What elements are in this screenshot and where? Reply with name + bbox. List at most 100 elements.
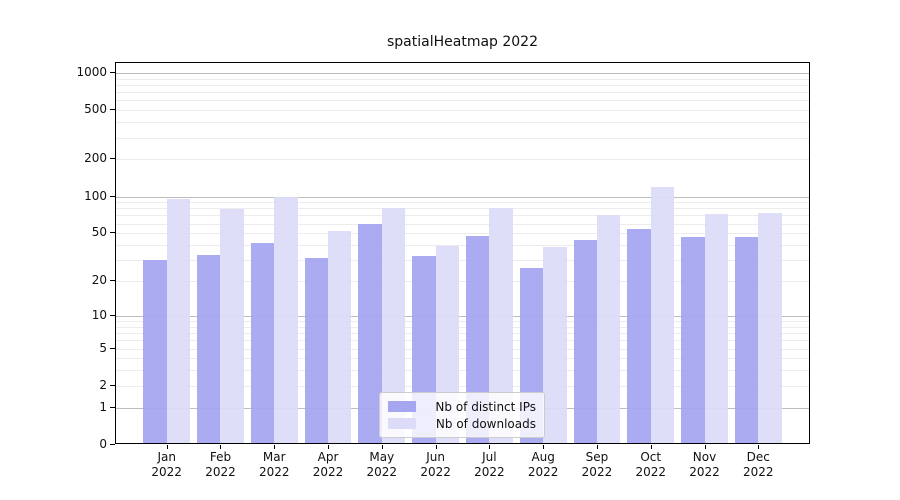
y-tick-label: 1000 bbox=[76, 65, 107, 79]
x-tick-label: Sep 2022 bbox=[581, 450, 613, 479]
x-tick-label: Jan 2022 bbox=[151, 450, 182, 479]
bar-distinct-ips-mar bbox=[250, 243, 275, 443]
bar-distinct-ips-nov bbox=[681, 236, 705, 443]
y-tick-mark bbox=[110, 406, 115, 408]
x-tick-label: Feb 2022 bbox=[205, 450, 236, 479]
minor-gridline bbox=[116, 85, 809, 86]
y-tick-label: 2 bbox=[99, 377, 107, 392]
bar-distinct-ips-sep bbox=[573, 240, 597, 443]
bar-distinct-ips-apr bbox=[304, 258, 329, 443]
x-tick-mark bbox=[650, 445, 652, 449]
bar-downloads-nov bbox=[704, 214, 728, 443]
y-tick-mark bbox=[110, 314, 115, 316]
y-tick-label: 1 bbox=[99, 399, 107, 414]
minor-gridline bbox=[116, 370, 809, 372]
x-tick-mark bbox=[704, 445, 706, 449]
legend-swatch-downloads-icon bbox=[388, 418, 416, 429]
y-tick-mark bbox=[110, 72, 115, 73]
x-tick-label: May 2022 bbox=[366, 450, 398, 479]
minor-gridline bbox=[116, 215, 809, 217]
major-gridline bbox=[116, 196, 809, 198]
x-tick-mark bbox=[328, 445, 330, 449]
bar-distinct-ips-dec bbox=[734, 236, 759, 443]
y-tick-label: 50 bbox=[91, 225, 107, 240]
x-tick-label: Nov 2022 bbox=[689, 450, 720, 479]
bar-downloads-apr bbox=[328, 231, 352, 443]
x-tick-label: Mar 2022 bbox=[258, 450, 290, 479]
bar-downloads-jan bbox=[166, 198, 191, 443]
bar-distinct-ips-feb bbox=[197, 254, 221, 443]
y-tick-mark bbox=[110, 280, 115, 282]
minor-gridline bbox=[116, 333, 809, 335]
minor-gridline bbox=[116, 78, 809, 80]
bar-distinct-ips-jul bbox=[465, 235, 490, 443]
minor-gridline bbox=[116, 245, 809, 247]
bar-downloads-mar bbox=[274, 197, 298, 443]
x-tick-mark bbox=[220, 445, 222, 449]
legend-swatch-distinct-ips-icon bbox=[388, 401, 416, 412]
minor-gridline bbox=[116, 202, 809, 204]
x-tick-mark bbox=[166, 445, 168, 449]
x-tick-label: Oct 2022 bbox=[635, 450, 666, 479]
y-tick-label: 100 bbox=[84, 188, 107, 203]
y-tick-label: 5 bbox=[99, 340, 107, 355]
x-tick-mark bbox=[381, 445, 383, 449]
x-tick-mark bbox=[543, 445, 545, 449]
y-tick-mark bbox=[110, 384, 115, 386]
y-tick-label: 500 bbox=[84, 102, 107, 117]
bar-distinct-ips-may bbox=[358, 224, 382, 443]
bar-downloads-oct bbox=[650, 187, 675, 443]
x-tick-mark bbox=[435, 445, 437, 449]
minor-gridline bbox=[116, 233, 809, 235]
minor-gridline bbox=[116, 348, 809, 350]
y-tick-mark bbox=[110, 195, 115, 197]
minor-gridline bbox=[116, 340, 809, 342]
legend-label-distinct-ips: Nb of distinct IPs bbox=[435, 399, 536, 414]
x-tick-mark bbox=[274, 445, 276, 449]
minor-gridline bbox=[116, 137, 809, 139]
y-tick-mark bbox=[110, 444, 115, 445]
bar-downloads-feb bbox=[220, 209, 244, 443]
bar-downloads-aug bbox=[543, 247, 567, 443]
x-tick-label: Dec 2022 bbox=[743, 450, 774, 479]
bar-distinct-ips-jan bbox=[143, 259, 167, 443]
bar-downloads-dec bbox=[758, 213, 782, 443]
y-tick-label: 20 bbox=[91, 273, 107, 288]
y-tick-label: 0 bbox=[99, 437, 107, 451]
bar-downloads-may bbox=[381, 207, 406, 443]
minor-gridline bbox=[116, 159, 809, 161]
minor-gridline bbox=[116, 321, 809, 323]
minor-gridline bbox=[116, 223, 809, 225]
y-tick-label: 200 bbox=[84, 151, 107, 166]
y-tick-mark bbox=[110, 232, 115, 234]
minor-gridline bbox=[116, 92, 809, 94]
bar-distinct-ips-oct bbox=[627, 229, 651, 443]
x-tick-label: Jun 2022 bbox=[420, 450, 451, 479]
y-tick-mark bbox=[110, 158, 115, 160]
minor-gridline bbox=[116, 260, 809, 262]
minor-gridline bbox=[116, 385, 809, 387]
legend-item-downloads: Nb of downloads bbox=[380, 415, 544, 432]
x-tick-mark bbox=[758, 445, 760, 449]
y-tick-mark bbox=[110, 347, 115, 349]
x-tick-label: Jul 2022 bbox=[474, 450, 505, 479]
bar-downloads-sep bbox=[596, 215, 621, 443]
minor-gridline bbox=[116, 110, 809, 112]
legend-item-distinct-ips: Nb of distinct IPs bbox=[380, 398, 544, 415]
y-tick-mark bbox=[110, 109, 115, 111]
major-gridline bbox=[116, 73, 809, 74]
legend: Nb of distinct IPs Nb of downloads bbox=[379, 392, 545, 438]
minor-gridline bbox=[116, 281, 809, 283]
minor-gridline bbox=[116, 326, 809, 328]
minor-gridline bbox=[116, 358, 809, 360]
minor-gridline bbox=[116, 122, 809, 124]
x-tick-label: Apr 2022 bbox=[312, 450, 344, 479]
plot-area: Nb of distinct IPs Nb of downloads bbox=[115, 62, 810, 444]
legend-label-downloads: Nb of downloads bbox=[435, 416, 536, 431]
x-tick-mark bbox=[596, 445, 598, 449]
major-gridline bbox=[116, 315, 809, 317]
x-tick-label: Aug 2022 bbox=[527, 450, 559, 479]
minor-gridline bbox=[116, 100, 809, 102]
chart-title: spatialHeatmap 2022 bbox=[387, 34, 538, 50]
